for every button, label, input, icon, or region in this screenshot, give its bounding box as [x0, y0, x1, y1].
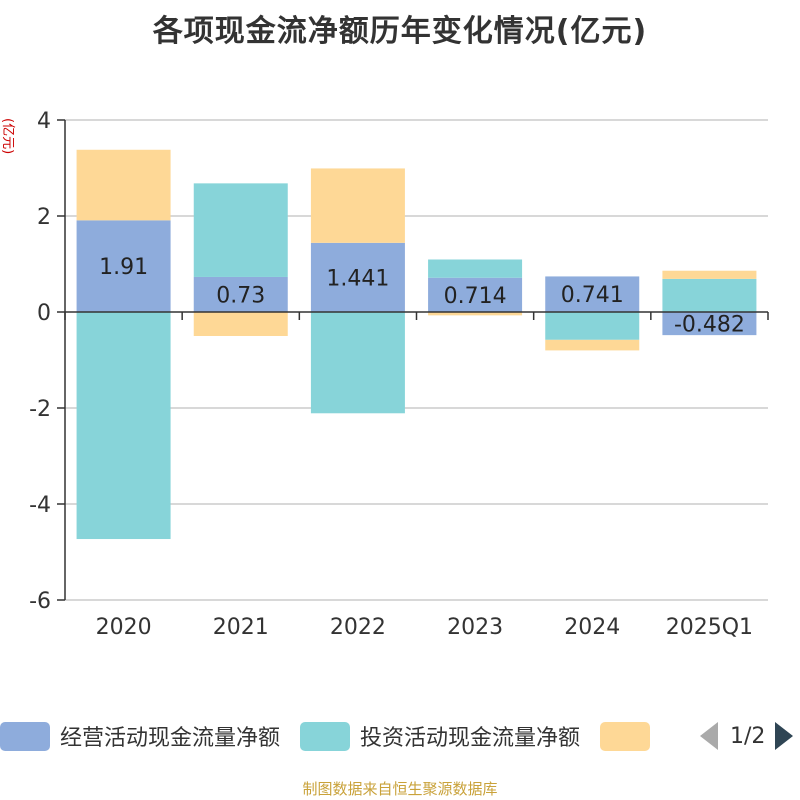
legend-swatch-financing [600, 721, 651, 751]
legend-label-operating: 经营活动现金流量净额 [60, 726, 281, 751]
grid-layer [65, 119, 768, 601]
legend: 经营活动现金流量净额 投资活动现金流量净额 [0, 716, 800, 756]
legend-swatch-operating [0, 721, 50, 751]
x-tick-label: 2020 [96, 615, 152, 640]
bar-2025Q1-series-2[interactable] [662, 270, 757, 279]
y-tick-label: -6 [29, 589, 51, 614]
x-tick-label: 2025Q1 [666, 615, 753, 640]
pager-page-text: 1/2 [730, 723, 766, 749]
y-tick-label: 2 [37, 205, 51, 230]
legend-item-financing[interactable] [600, 721, 660, 751]
bar-2022-series-0[interactable] [310, 242, 405, 312]
source-note: 制图数据来自恒生聚源数据库 [302, 780, 498, 798]
data-label-2024: 0.741 [561, 283, 624, 308]
pager-prev-icon[interactable] [700, 722, 718, 750]
bar-2023-series-2[interactable] [428, 312, 523, 316]
bar-2025Q1-series-1[interactable] [662, 278, 757, 312]
bar-2025Q1-series-0[interactable] [662, 312, 757, 336]
y-tick-label: 0 [37, 301, 51, 326]
bar-2023-series-0[interactable] [428, 277, 523, 312]
bar-2020-series-1[interactable] [76, 312, 171, 540]
data-label-2020: 1.91 [99, 255, 148, 280]
bar-2021-series-2[interactable] [193, 312, 288, 336]
bar-2020-series-0[interactable] [76, 220, 171, 312]
bar-2021-series-1[interactable] [193, 183, 288, 277]
pager-next-icon[interactable] [775, 722, 794, 750]
bar-2020-series-2[interactable] [76, 149, 171, 221]
axis-layer: 4 2 0 -2 -4 -6 2020 2021 2022 2023 2024 2025Q1 [29, 109, 769, 640]
legend-pager: 1/2 [700, 716, 794, 756]
bar-2024-series-1[interactable] [545, 312, 640, 340]
data-label-2022: 1.441 [326, 266, 389, 291]
chart-title: 各项现金流净额历年变化情况(亿元) [152, 14, 648, 49]
data-label-2021: 0.73 [216, 283, 265, 308]
legend-label-investing: 投资活动现金流量净额 [360, 726, 581, 751]
y-tick-label: -4 [29, 493, 51, 518]
y-axis-label: (亿元) [0, 118, 15, 154]
data-label-2023: 0.714 [444, 284, 507, 309]
bar-2023-series-1[interactable] [428, 259, 523, 278]
bar-2024-series-2[interactable] [545, 339, 640, 351]
legend-swatch-investing [300, 721, 351, 751]
x-tick-label: 2021 [213, 615, 269, 640]
legend-item-investing[interactable]: 投资活动现金流量净额 [300, 720, 580, 752]
legend-item-operating[interactable]: 经营活动现金流量净额 [0, 720, 280, 752]
x-tick-label: 2023 [447, 615, 503, 640]
bar-2022-series-1[interactable] [310, 312, 405, 414]
bar-2024-series-0[interactable] [545, 276, 640, 312]
data-label-2025Q1: -0.482 [674, 313, 745, 338]
x-tick-label: 2024 [564, 615, 620, 640]
bar-2022-series-2[interactable] [310, 168, 405, 243]
y-tick-label: 4 [37, 109, 51, 134]
x-tick-label: 2022 [330, 615, 386, 640]
bar-2021-series-0[interactable] [193, 276, 288, 312]
label-layer: 1.91 0.73 1.441 0.714 0.741 -0.482 [99, 255, 745, 337]
y-tick-label: -2 [29, 397, 51, 422]
bar-layer [76, 149, 757, 540]
